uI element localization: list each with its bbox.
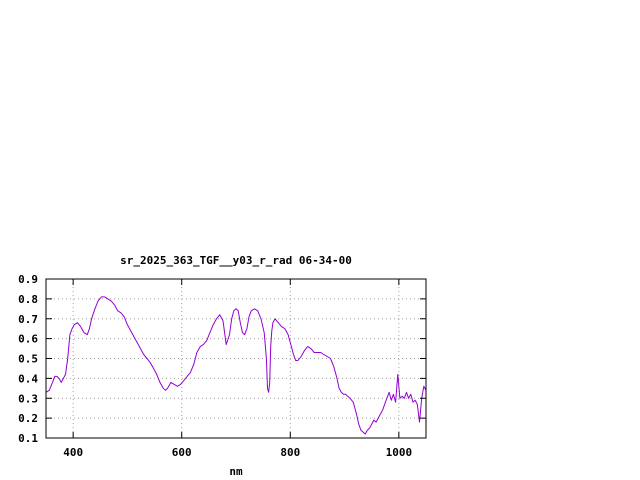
y-tick-label: 0.3: [18, 392, 38, 405]
y-tick-label: 0.4: [18, 372, 38, 385]
x-tick-label: 1000: [386, 446, 413, 459]
x-tick-label: 800: [280, 446, 300, 459]
y-tick-label: 0.5: [18, 353, 38, 366]
y-axis-ticks: 0.1 0.2 0.3 0.4 0.5 0.6 0.7 0.8 0.9: [18, 273, 426, 445]
y-tick-label: 0.7: [18, 313, 38, 326]
grid-lines: [46, 279, 426, 438]
x-axis-label: nm: [229, 465, 243, 478]
y-tick-label: 0.8: [18, 293, 38, 306]
y-tick-label: 0.6: [18, 333, 38, 346]
series-line: [45, 296, 427, 435]
x-tick-label: 600: [172, 446, 192, 459]
y-tick-label: 0.2: [18, 412, 38, 425]
y-tick-label: 0.1: [18, 432, 38, 445]
x-tick-label: 400: [63, 446, 83, 459]
chart-title: sr_2025_363_TGF__y03_r_rad 06-34-00: [120, 254, 352, 267]
x-axis-ticks: 400 600 800 1000: [63, 279, 412, 459]
y-tick-label: 0.9: [18, 273, 38, 286]
series-layer: [45, 296, 427, 435]
